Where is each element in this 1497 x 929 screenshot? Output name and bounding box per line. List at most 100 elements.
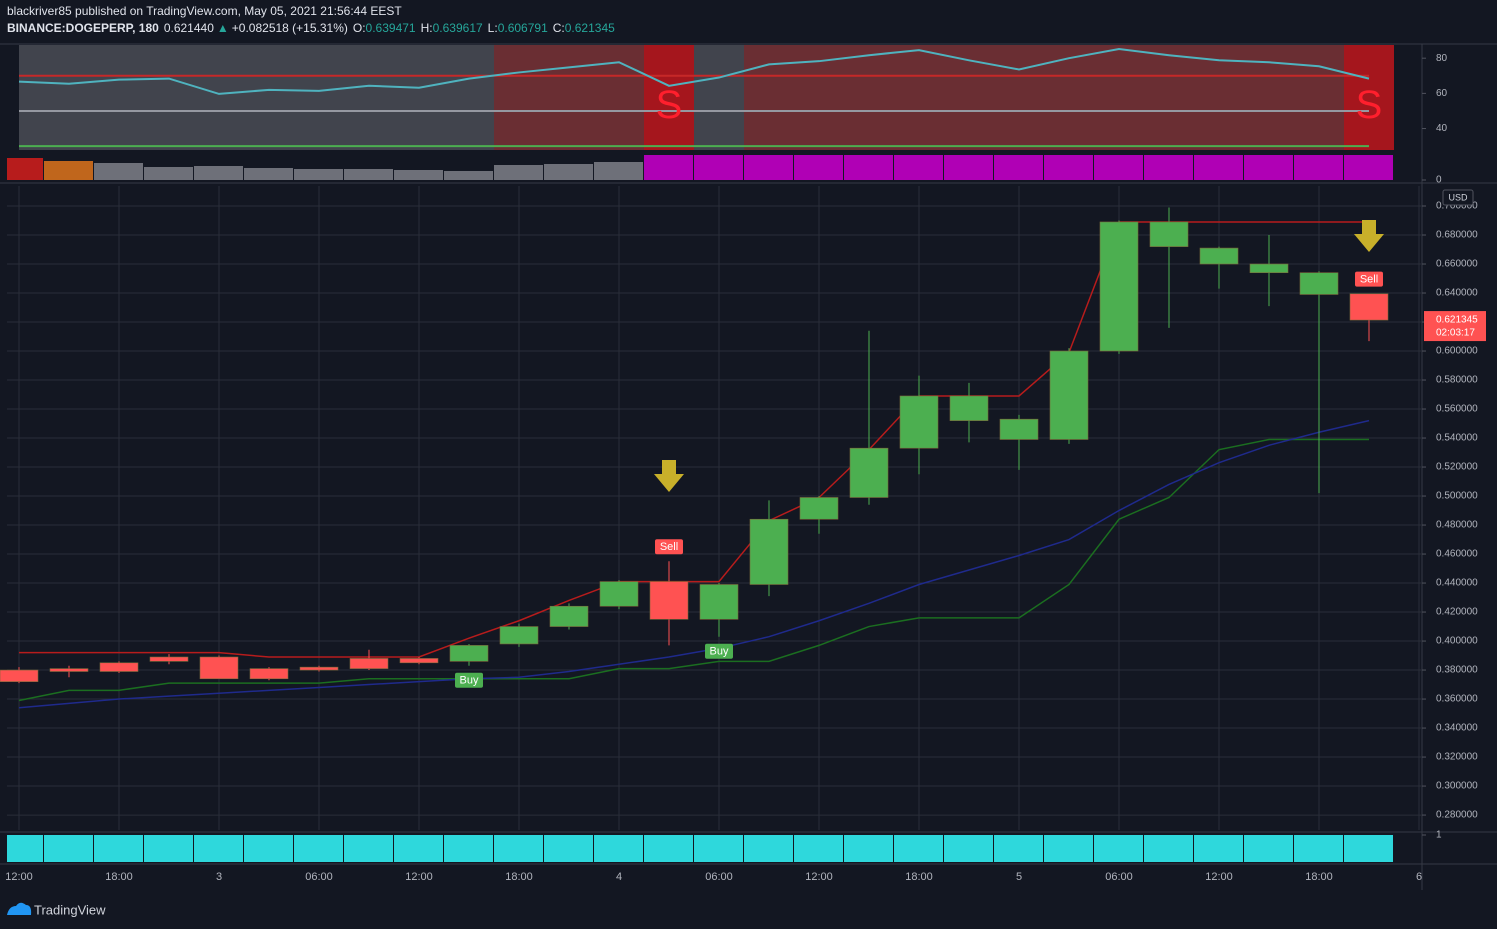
signal-label: Sell: [660, 541, 678, 553]
y-tick-label: 0.340000: [1436, 723, 1478, 734]
bar: [1094, 155, 1143, 180]
candle-body: [1199, 247, 1239, 265]
zone: [394, 45, 444, 150]
bar: [944, 835, 993, 862]
signal-label: Buy: [710, 646, 729, 658]
bar: [594, 162, 643, 180]
candle-body: [699, 584, 739, 620]
bar: [844, 835, 893, 862]
candle-body: [449, 645, 489, 662]
change: +0.082518 (+15.31%): [232, 21, 348, 35]
change-arrow: ▲: [217, 21, 229, 35]
zone: [644, 45, 694, 150]
candle-body: [349, 658, 389, 669]
y-tick-label: 0.460000: [1436, 549, 1478, 560]
bar: [594, 835, 643, 862]
signal-marker: S: [656, 83, 683, 127]
zone: [19, 45, 44, 150]
x-tick-label: 4: [616, 871, 622, 883]
zone: [694, 45, 744, 150]
signal-badge: [455, 672, 483, 688]
logo-text: TradingView: [34, 902, 106, 917]
zone: [1144, 45, 1194, 150]
y-tick-label: 0.420000: [1436, 607, 1478, 618]
bar: [244, 168, 293, 180]
zone: [344, 45, 394, 150]
bar: [994, 155, 1043, 180]
y-tick-label: 0.500000: [1436, 491, 1478, 502]
candle-body: [149, 656, 189, 662]
bar: [894, 155, 943, 180]
bar: [44, 835, 93, 862]
signal-label: Buy: [460, 675, 479, 687]
logo: TradingView: [7, 902, 106, 917]
y-tick-label: 0.440000: [1436, 578, 1478, 589]
x-tick-label: 06:00: [705, 871, 733, 883]
zone: [494, 45, 544, 150]
x-tick-label: 3: [216, 871, 222, 883]
down-arrow: [654, 460, 684, 492]
y-tick-label: 0.320000: [1436, 752, 1478, 763]
y-tick-label: 0.360000: [1436, 694, 1478, 705]
zone: [194, 45, 244, 150]
bar: [494, 835, 543, 862]
bar: [294, 169, 343, 180]
bar: [294, 835, 343, 862]
series-line: [18, 48, 1370, 95]
bar: [444, 835, 493, 862]
x-tick-label: 12:00: [1205, 871, 1233, 883]
y-tick-label: 0.600000: [1436, 346, 1478, 357]
x-tick-label: 18:00: [105, 871, 133, 883]
bar: [394, 835, 443, 862]
zone: [144, 45, 194, 150]
bar: [444, 171, 493, 180]
ohlc-value: 0.639471: [366, 21, 416, 35]
plot-layer: 12:00 18:00 3 06:00 12:00 18:00 4 06:00 12:00 18:…: [0, 45, 1486, 883]
zone: [444, 45, 494, 150]
y-tick-label: 0.300000: [1436, 781, 1478, 792]
pane-borders: [0, 43, 1497, 890]
bar: [544, 835, 593, 862]
bar: [394, 170, 443, 180]
candle-body: [49, 668, 89, 672]
x-tick-label: 06:00: [305, 871, 333, 883]
candle-body: [99, 662, 139, 672]
bar: [1294, 835, 1343, 862]
candle-body: [549, 605, 589, 627]
bar: [794, 835, 843, 862]
price-tag: [1424, 311, 1486, 342]
currency: USD: [1448, 192, 1468, 202]
ohlc-label: H:: [421, 21, 433, 35]
bar: [1044, 155, 1093, 180]
y-tick-label: 0.680000: [1436, 230, 1478, 241]
candle-body: [399, 658, 439, 664]
y-tick-label: 0.660000: [1436, 259, 1478, 270]
y-tick-label: 0.280000: [1436, 810, 1478, 821]
series-line: [19, 221, 1369, 658]
bar: [694, 835, 743, 862]
down-arrow: [1354, 220, 1384, 252]
zone: [244, 45, 294, 150]
candle-body: [949, 395, 989, 421]
currency-box: [1442, 189, 1474, 206]
y-tick-label: 40: [1436, 123, 1448, 134]
zone: [1194, 45, 1244, 150]
y-tick-label: 0.520000: [1436, 462, 1478, 473]
bar: [1244, 835, 1293, 862]
zone: [94, 45, 144, 150]
bar: [344, 169, 393, 180]
candle-body: [899, 395, 939, 449]
publish-info: blackriver85 published on TradingView.co…: [7, 4, 402, 18]
candle-body: [849, 447, 889, 498]
zone: [544, 45, 594, 150]
zone: [1344, 45, 1394, 150]
bar: [994, 835, 1043, 862]
zone: [994, 45, 1044, 150]
bar: [494, 165, 543, 180]
x-tick-label: 12:00: [5, 871, 33, 883]
bar: [844, 155, 893, 180]
y-tick-label: 0.480000: [1436, 520, 1478, 531]
x-tick-label: 18:00: [505, 871, 533, 883]
